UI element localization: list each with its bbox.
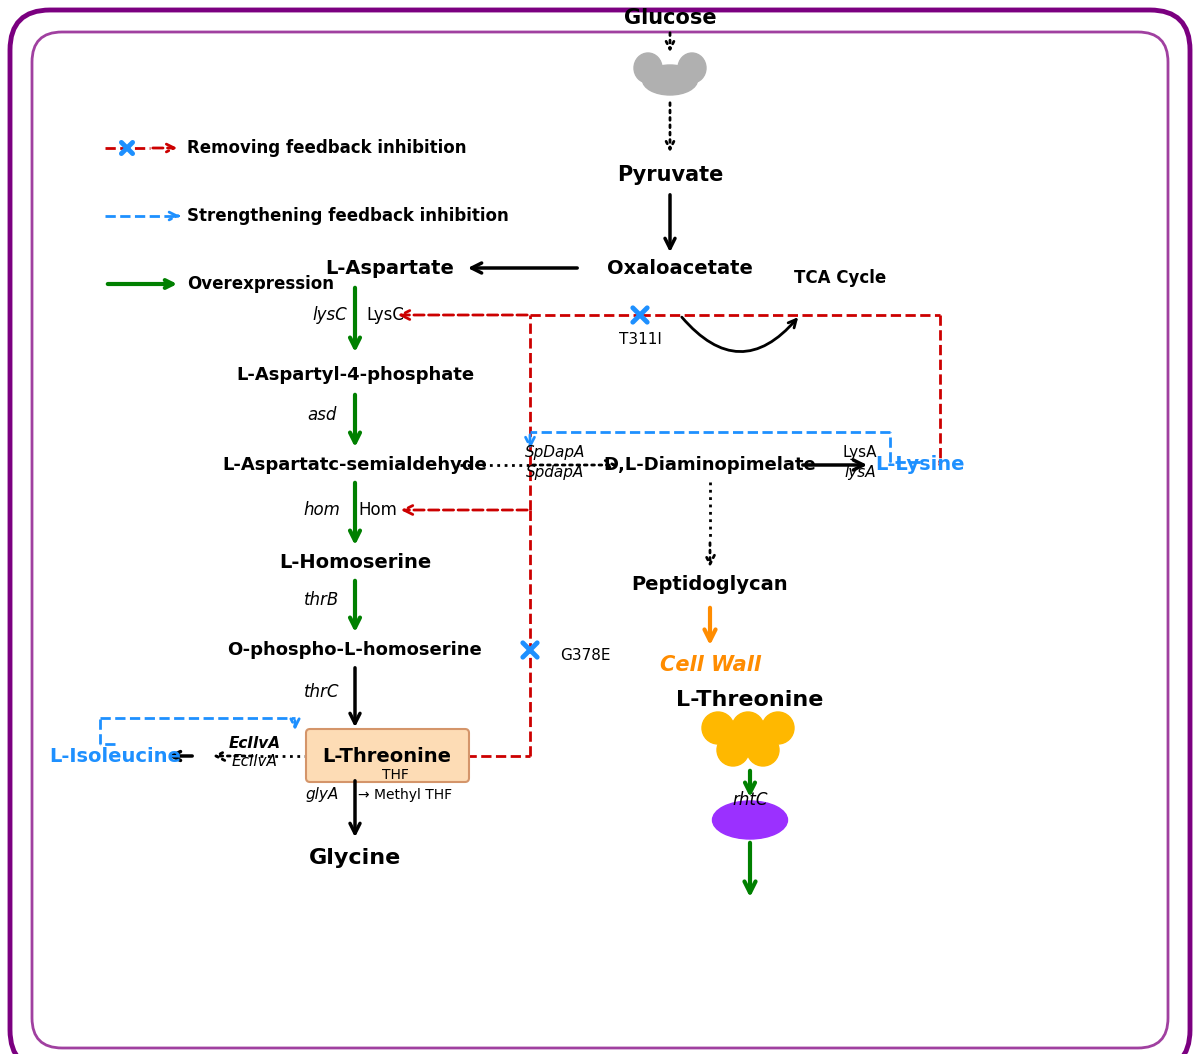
Circle shape (732, 713, 764, 744)
Text: Strengthening feedback inhibition: Strengthening feedback inhibition (187, 207, 509, 225)
Text: lysC: lysC (313, 306, 347, 324)
Text: L-Aspartate: L-Aspartate (325, 258, 455, 277)
Text: SpDapA: SpDapA (524, 445, 586, 460)
Circle shape (702, 713, 734, 744)
Text: L-Homoserine: L-Homoserine (278, 552, 431, 571)
Ellipse shape (642, 65, 697, 95)
Text: Overexpression: Overexpression (187, 275, 334, 293)
Ellipse shape (634, 53, 662, 83)
Text: L-Aspartyl-4-phosphate: L-Aspartyl-4-phosphate (236, 366, 474, 384)
Text: T311I: T311I (618, 332, 661, 348)
Text: EcilvA: EcilvA (232, 755, 278, 769)
Text: L-Isoleucine: L-Isoleucine (49, 746, 181, 765)
Text: Glycine: Glycine (308, 848, 401, 868)
Text: glyA: glyA (305, 787, 338, 802)
Text: Hom: Hom (359, 501, 397, 519)
Text: O-phospho-L-homoserine: O-phospho-L-homoserine (228, 641, 482, 659)
Text: EcIlvA: EcIlvA (229, 736, 281, 750)
Text: L-Threonine: L-Threonine (323, 746, 451, 765)
Text: THF: THF (382, 768, 408, 782)
Text: Cell Wall: Cell Wall (660, 655, 761, 675)
Text: L-Lysine: L-Lysine (875, 455, 965, 474)
Text: Glucose: Glucose (624, 8, 716, 28)
FancyBboxPatch shape (306, 729, 469, 782)
Text: → Methyl THF: → Methyl THF (358, 788, 452, 802)
Text: TCA Cycle: TCA Cycle (794, 269, 886, 287)
Text: SpdapA: SpdapA (526, 465, 584, 480)
Text: G378E: G378E (560, 647, 611, 663)
Text: Removing feedback inhibition: Removing feedback inhibition (187, 139, 467, 157)
Ellipse shape (678, 53, 706, 83)
FancyBboxPatch shape (10, 9, 1190, 1054)
Text: lysA: lysA (844, 465, 876, 480)
Circle shape (718, 734, 749, 766)
Ellipse shape (713, 801, 787, 839)
Text: asd: asd (307, 406, 337, 424)
Text: Pyruvate: Pyruvate (617, 165, 724, 186)
Text: LysA: LysA (842, 445, 877, 460)
Text: L-Aspartatc-semialdehyde: L-Aspartatc-semialdehyde (222, 456, 487, 474)
Text: Peptidoglycan: Peptidoglycan (631, 575, 788, 594)
Text: rhtC: rhtC (732, 790, 768, 809)
Text: Oxaloacetate: Oxaloacetate (607, 258, 752, 277)
Circle shape (746, 734, 779, 766)
Circle shape (762, 713, 794, 744)
Text: hom: hom (304, 501, 341, 519)
Text: thrC: thrC (305, 683, 340, 701)
Text: LysC: LysC (366, 306, 404, 324)
Text: thrB: thrB (305, 591, 340, 609)
Text: L-Threonine: L-Threonine (677, 690, 823, 710)
Text: D,L-Diaminopimelate: D,L-Diaminopimelate (604, 456, 816, 474)
